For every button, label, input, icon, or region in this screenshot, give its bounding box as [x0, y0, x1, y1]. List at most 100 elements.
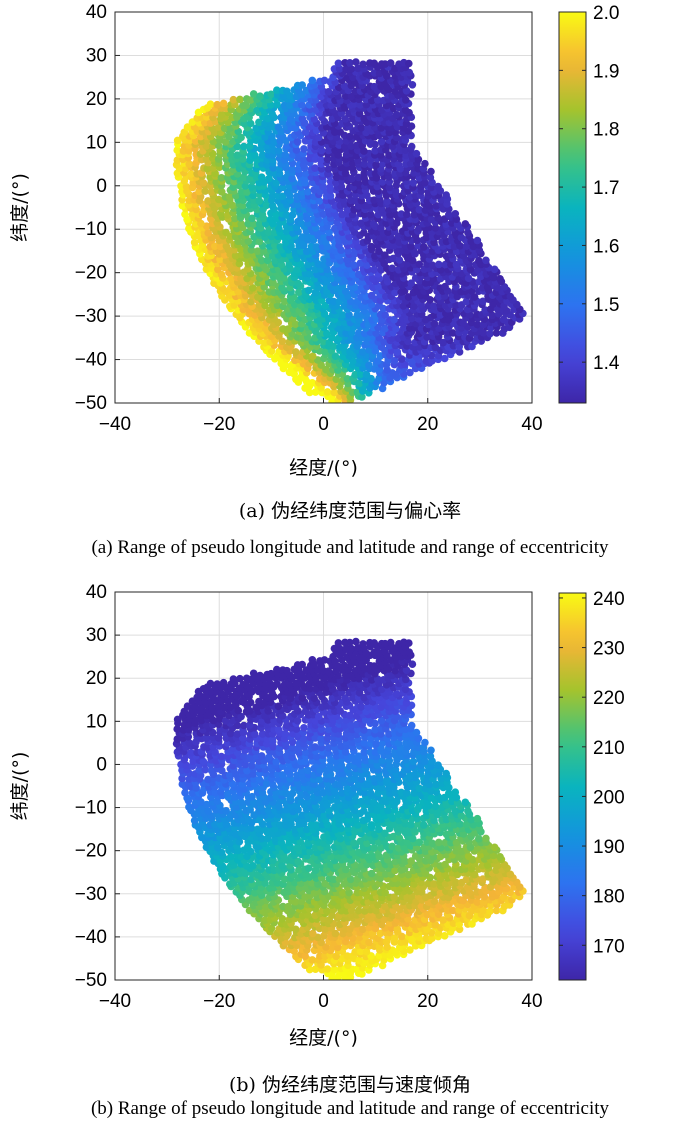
- scatter-point: [237, 133, 245, 142]
- scatter-point: [366, 748, 375, 756]
- scatter-point: [301, 375, 310, 383]
- scatter-point: [370, 59, 379, 68]
- scatter-point: [442, 769, 451, 778]
- scatter-point: [383, 197, 391, 206]
- scatter-point: [395, 256, 404, 264]
- scatter-point: [369, 220, 378, 228]
- scatter-point: [365, 361, 373, 369]
- y-tick-label: 10: [86, 132, 107, 153]
- scatter-point: [354, 179, 363, 187]
- scatter-point: [321, 925, 330, 933]
- scatter-point: [203, 164, 211, 173]
- scatter-point: [233, 721, 242, 730]
- scatter-point: [247, 875, 255, 884]
- scatter-point: [381, 311, 390, 320]
- scatter-point: [434, 761, 442, 769]
- scatter-point: [360, 228, 368, 237]
- scatter-point: [354, 752, 363, 760]
- scatter-point: [374, 789, 383, 797]
- scatter-point: [253, 247, 262, 255]
- scatter-point: [351, 775, 360, 784]
- scatter-point: [367, 291, 376, 300]
- scatter-point: [390, 356, 399, 365]
- scatter-point: [183, 123, 192, 131]
- scatter-point: [309, 352, 317, 361]
- scatter-point: [473, 320, 482, 329]
- scatter-point: [325, 228, 334, 237]
- scatter-point: [306, 847, 314, 856]
- scatter-point: [479, 297, 487, 306]
- scatter-point: [185, 160, 193, 168]
- scatter-point: [249, 798, 258, 807]
- colorbar-ticks: 1.41.51.61.71.81.92.0: [559, 3, 620, 374]
- scatter-point: [214, 843, 222, 852]
- scatter-point: [314, 302, 322, 311]
- scatter-point: [350, 261, 358, 269]
- scatter-point: [249, 284, 257, 292]
- scatter-point: [311, 965, 320, 973]
- scatter-point: [243, 766, 251, 775]
- scatter-point: [345, 888, 353, 897]
- scatter-point: [217, 110, 226, 119]
- scatter-point: [457, 811, 466, 820]
- scatter-point: [231, 793, 239, 801]
- caption-en-a: (a) Range of pseudo longitude and latitu…: [91, 537, 609, 558]
- scatter-point: [405, 59, 413, 68]
- scatter-point: [441, 260, 450, 269]
- scatter-point: [254, 293, 262, 301]
- scatter-point: [213, 100, 221, 109]
- scatter-point: [281, 151, 290, 159]
- scatter-point: [240, 142, 248, 151]
- scatter-point: [294, 279, 302, 288]
- scatter-point: [441, 302, 450, 310]
- scatter-point: [415, 260, 424, 269]
- scatter-point: [345, 233, 353, 241]
- scatter-point: [462, 297, 471, 306]
- scatter-point: [412, 728, 421, 737]
- scatter-point: [354, 270, 363, 279]
- scatter-point: [440, 354, 449, 363]
- scatter-point: [283, 87, 291, 96]
- scatter-point: [357, 797, 365, 806]
- colorbar: [558, 11, 587, 404]
- scatter-point: [324, 165, 333, 173]
- chart-panel-a: −40 −20 0 20 40 −50 −40 −30 −20 −10 0 10 20 30 40 经度/(°…: [9, 2, 620, 558]
- scatter-point: [350, 839, 358, 847]
- scatter-chart-a: −40 −20 0 20 40−50−40−30−20−10010203040经度/(°…: [9, 2, 620, 479]
- scatter-point: [430, 302, 438, 311]
- scatter-point: [251, 151, 259, 160]
- scatter-point: [251, 730, 259, 738]
- scatter-point: [355, 109, 364, 118]
- scatter-point: [431, 343, 440, 352]
- scatter-point: [482, 834, 490, 843]
- scatter-point: [245, 329, 254, 337]
- scatter-point: [222, 228, 230, 237]
- scatter-point: [272, 179, 281, 187]
- scatter-point: [202, 800, 211, 809]
- scatter-point: [271, 246, 279, 255]
- scatter-point: [372, 161, 380, 169]
- scatter-point: [372, 739, 380, 748]
- scatter-point: [341, 169, 350, 178]
- scatter-point: [340, 880, 349, 888]
- scatter-point: [246, 96, 255, 104]
- scatter-point: [239, 173, 248, 182]
- scatter-point: [299, 735, 308, 743]
- scatter-point: [407, 820, 415, 829]
- scatter-point: [322, 943, 330, 951]
- scatter-point: [341, 115, 350, 123]
- scatter-point: [331, 825, 340, 834]
- colorbar-tick-label: 1.8: [593, 120, 619, 141]
- caption-cn-a: (a) 伪经纬度范围与偏心率: [238, 500, 462, 522]
- scatter-point: [212, 757, 220, 765]
- scatter-point: [475, 256, 483, 265]
- scatter-point: [261, 879, 269, 887]
- scatter-point: [220, 124, 229, 133]
- scatter-point: [222, 807, 230, 815]
- y-tick-label: 40: [86, 2, 107, 23]
- scatter-point: [292, 146, 301, 154]
- scatter-point: [354, 906, 363, 915]
- colorbar-tick-label: 1.7: [593, 178, 619, 199]
- scatter-point: [435, 260, 443, 269]
- scatter-point: [461, 798, 470, 807]
